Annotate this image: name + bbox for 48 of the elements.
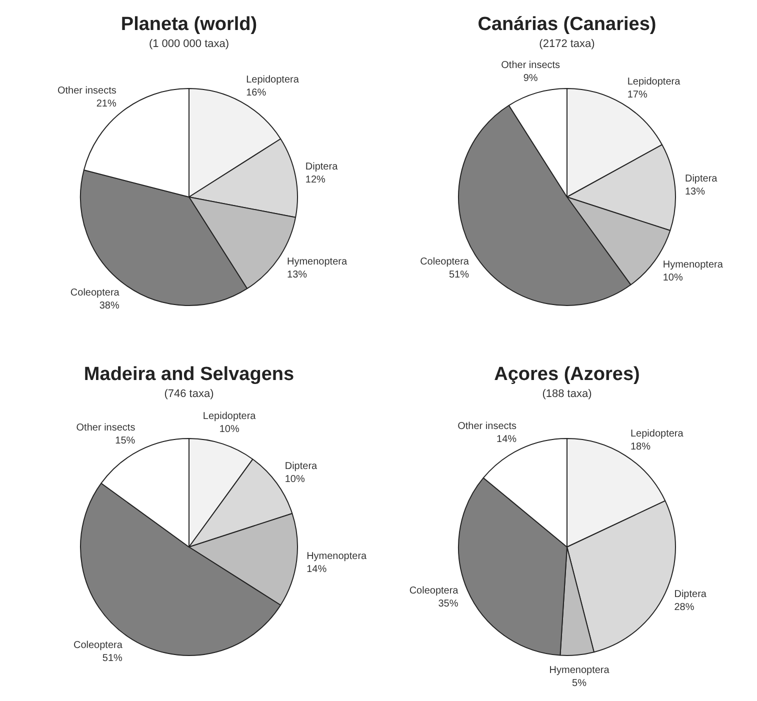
data-label: 5% [572,678,587,690]
data-label: 9% [523,72,538,84]
chart-title: Canárias (Canaries) [476,14,658,36]
data-label: 51% [448,269,470,280]
data-label: 10% [219,424,240,436]
data-label: 12% [305,174,326,186]
data-label: 10% [284,474,305,485]
slice-label: Diptera [284,460,318,472]
slice-label: Diptera [684,173,718,184]
slice-label: Hymenoptera [549,665,610,676]
data-label: 51% [102,652,122,664]
slice-label: Other insects [57,85,116,96]
chart-title: Açores (Azores) [493,364,641,386]
slice-label: Lepidoptera [246,74,300,86]
data-label: 38% [99,300,120,312]
slice-label: Coleoptera [409,585,459,596]
slice-label: Coleoptera [70,288,120,299]
chart-subtitle: (746 taxa) [163,388,215,400]
data-label: 28% [674,602,694,614]
slice-label: Other insects [76,422,136,434]
data-label: 14% [306,564,327,576]
slice-label: Hymenoptera [306,551,368,562]
data-label: 10% [662,272,683,284]
chart-title: Planeta (world) [120,14,258,36]
chart-subtitle: (1 000 000 taxa) [148,38,230,50]
slice-label: Lepidoptera [630,428,684,440]
slice-label: Other insects [501,60,560,71]
chart-subtitle: (188 taxa) [541,388,593,400]
slice-label: Diptera [305,162,338,173]
slice-label: Other insects [458,420,517,432]
chart-title: Madeira and Selvagens [82,364,296,386]
data-label: 13% [684,186,706,198]
data-label: 21% [96,98,116,110]
data-label: 35% [438,598,458,610]
data-label: 15% [115,436,136,447]
chart-subtitle: (2172 taxa) [538,38,596,50]
data-label: 14% [496,434,517,445]
data-label: 16% [246,87,266,98]
slice-label: Coleoptera [420,256,470,268]
data-label: 17% [627,89,648,100]
slice-label: Lepidoptera [627,76,681,88]
data-label: 18% [630,441,651,452]
slice-label: Diptera [674,589,707,600]
slice-label: Hymenoptera [287,256,348,268]
slice-label: Hymenoptera [662,260,724,271]
data-label: 13% [287,269,308,280]
slice-label: Coleoptera [73,640,123,651]
slice-label: Lepidoptera [202,411,256,422]
